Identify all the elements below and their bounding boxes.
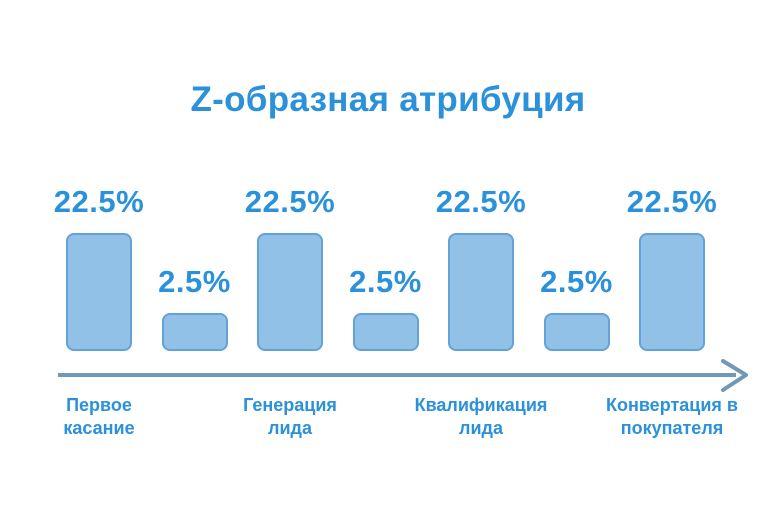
bar-value-label: 22.5% [626, 184, 718, 219]
bar [448, 233, 514, 351]
axis-category-label: Первое касание [63, 395, 135, 438]
bar [543, 313, 610, 351]
axis-category-label: Квалификация лида [414, 395, 548, 438]
bar [639, 233, 705, 351]
bar-value-label: 22.5% [435, 184, 527, 219]
axis-category-label: Конвертация в покупателя [606, 395, 738, 438]
bar [257, 233, 323, 351]
bar [161, 313, 228, 351]
bar-value-label: 2.5% [540, 264, 613, 299]
arrow-head-icon [721, 359, 748, 392]
bar-value-label: 2.5% [158, 264, 231, 299]
bar-value-label: 22.5% [244, 184, 336, 219]
chart-title: Z-образная атрибуция [190, 80, 586, 119]
axis-category-label: Генерация лида [243, 395, 337, 438]
bar [352, 313, 419, 351]
bar-value-label: 22.5% [53, 184, 145, 219]
bar-value-label: 2.5% [349, 264, 422, 299]
bar [66, 233, 132, 351]
